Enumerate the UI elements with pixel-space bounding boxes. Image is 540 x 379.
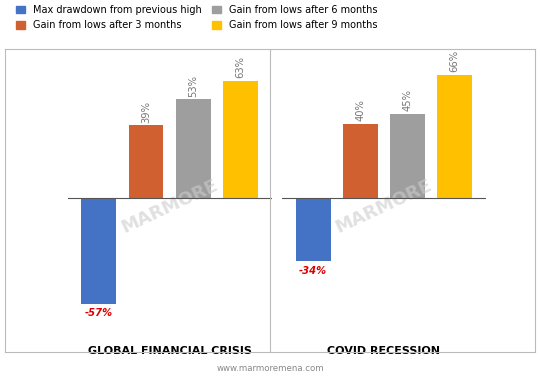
Text: MARMORE: MARMORE [333, 176, 435, 236]
Text: 40%: 40% [355, 99, 366, 121]
Text: MARMORE: MARMORE [118, 176, 221, 236]
Bar [437, 75, 472, 198]
Text: -34%: -34% [299, 266, 327, 276]
Text: 66%: 66% [450, 50, 460, 72]
Text: 39%: 39% [141, 100, 151, 123]
Text: 63%: 63% [235, 56, 245, 78]
Text: www.marmoremena.com: www.marmoremena.com [216, 364, 324, 373]
Text: 45%: 45% [402, 89, 413, 111]
Bar [176, 99, 211, 198]
X-axis label: COVID RECESSION: COVID RECESSION [327, 346, 441, 356]
Bar [223, 81, 258, 198]
Text: 53%: 53% [188, 75, 198, 97]
Bar [296, 198, 330, 261]
Bar [390, 114, 425, 198]
Bar [343, 124, 378, 198]
Bar [129, 125, 164, 198]
Bar [82, 198, 116, 304]
Text: -57%: -57% [85, 309, 113, 318]
Legend: Max drawdown from previous high, Gain from lows after 3 months, Gain from lows a: Max drawdown from previous high, Gain fr… [16, 5, 377, 30]
X-axis label: GLOBAL FINANCIAL CRISIS: GLOBAL FINANCIAL CRISIS [87, 346, 252, 356]
